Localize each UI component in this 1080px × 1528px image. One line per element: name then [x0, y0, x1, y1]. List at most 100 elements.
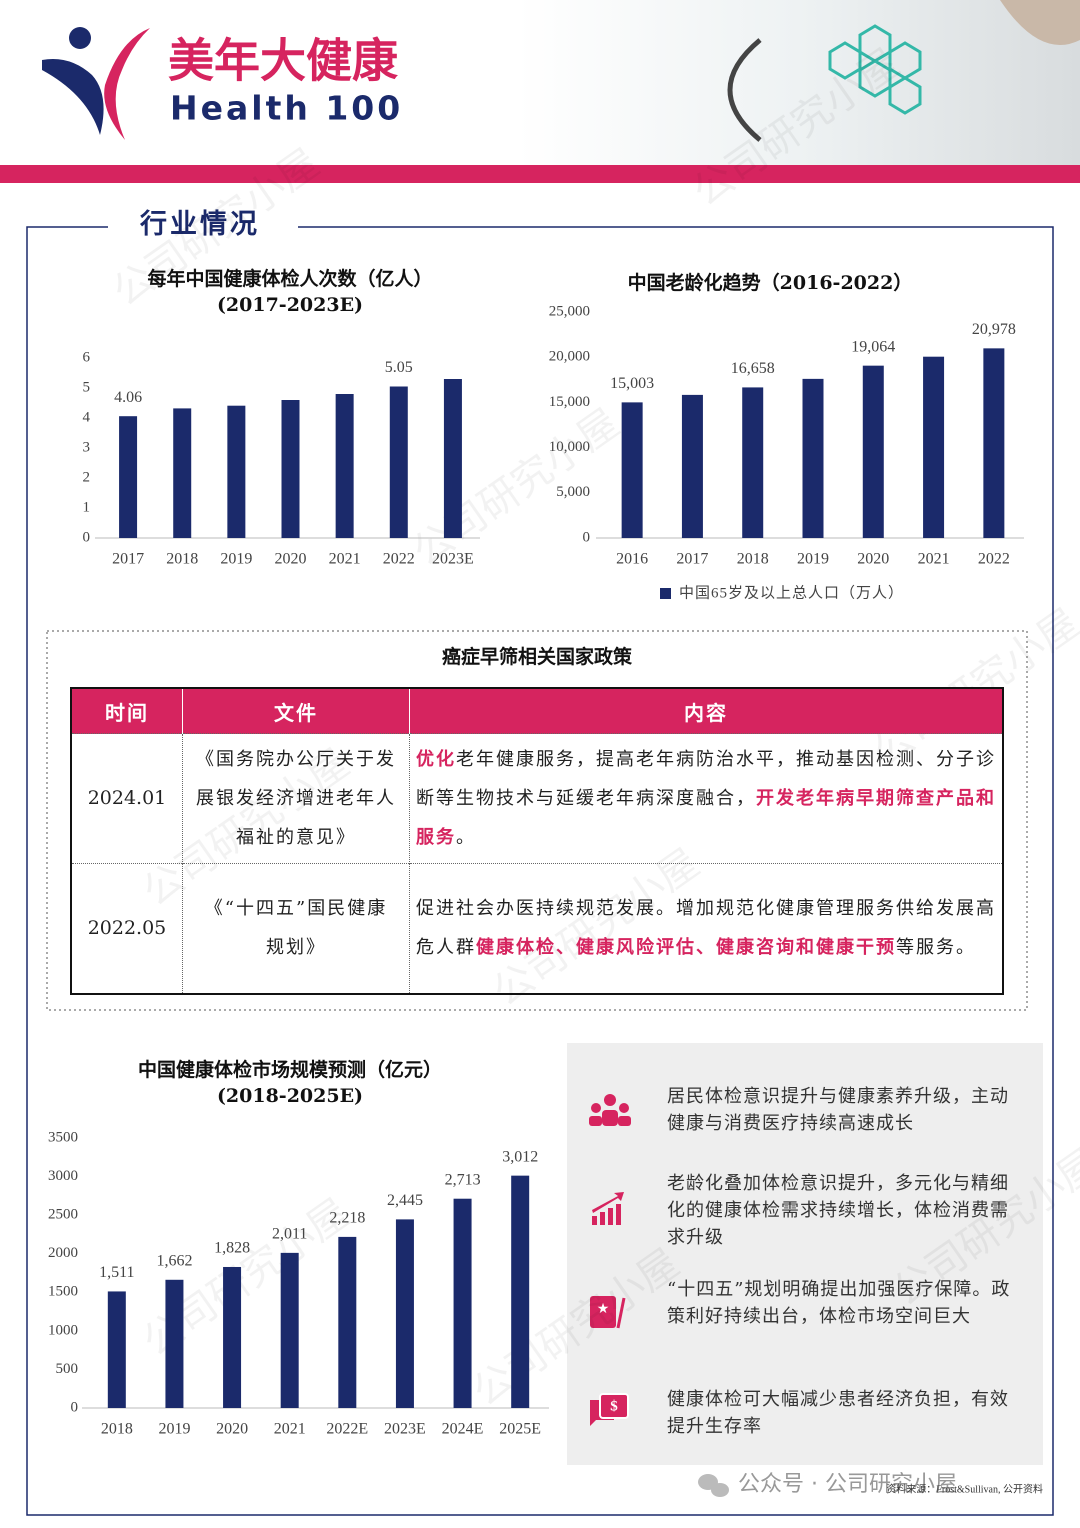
y-tick-label: 2500 [48, 1207, 78, 1223]
header-image [517, 0, 1080, 165]
data-label: 2,011 [272, 1226, 307, 1243]
svg-text:★: ★ [597, 1302, 610, 1317]
icon-people [589, 1094, 631, 1126]
bar [389, 386, 408, 538]
x-tick-label: 2017 [112, 551, 144, 568]
y-tick-label: 4 [83, 409, 91, 425]
highlight-text: 健康体检、健康风险评估、健康咨询和健康干预 [476, 937, 896, 959]
chart-title: 中国健康体检市场规模预测（亿元） [137, 1059, 442, 1081]
x-tick-label: 2024E [442, 1421, 484, 1438]
content-cell: 优化老年健康服务，提高老年病防治水平，推动基因检测、分子诊断等生物技术与延缓老年… [409, 733, 1004, 864]
document-cell: 《“十四五”国民健康规划》 [182, 863, 410, 994]
x-tick-label: 2022 [383, 551, 415, 568]
bar [227, 405, 246, 538]
chart-title: 中国老龄化趋势（2016-2022） [627, 272, 913, 294]
header-cell: 文件 [182, 688, 410, 734]
date-cell: 2024.01 [71, 733, 183, 864]
bar [983, 348, 1005, 538]
bar [338, 1236, 357, 1408]
bar [742, 387, 764, 538]
bar [280, 1252, 299, 1408]
y-tick-label: 0 [583, 529, 591, 545]
date-cell: 2022.05 [71, 863, 183, 994]
icon-policy: ★ [590, 1296, 626, 1329]
x-tick-label: 2018 [166, 551, 198, 568]
logo [42, 27, 150, 140]
svg-text:$: $ [610, 1398, 618, 1414]
y-tick-label: 0 [83, 529, 91, 545]
data-label: 4.06 [114, 389, 142, 406]
data-label: 2,445 [387, 1192, 423, 1209]
content-cell: 促进社会办医持续规范发展。增加规范化健康管理服务供给发展高危人群健康体检、健康风… [409, 863, 1004, 994]
highlight-text: “十四五”规划明确提出加强医疗保障。政策利好持续出台，体检市场空间巨大 [667, 1279, 1011, 1327]
brand-en: Health 100 [170, 89, 403, 128]
policy-table: 时间 文件 内容 2024.01 《国务院办公厅关于发展银发经济增进老年人福祉的意… [70, 687, 1004, 995]
x-tick-label: 2019 [797, 551, 829, 568]
bar [165, 1279, 184, 1408]
x-tick-label: 2019 [220, 551, 252, 568]
header-cell: 内容 [409, 688, 1004, 734]
bar [621, 402, 643, 538]
y-tick-label: 1 [83, 499, 91, 515]
header-stethoscope [727, 38, 762, 142]
highlight-text: 健康体检可大幅减少患者经济负担，有效提升生存率 [667, 1389, 1009, 1437]
icon-growth [592, 1192, 624, 1225]
y-tick-label: 15,000 [549, 394, 590, 410]
bar [335, 394, 354, 538]
data-label: 3,012 [502, 1148, 538, 1165]
x-tick-label: 2018 [737, 551, 769, 568]
bar [681, 394, 703, 538]
x-tick-label: 2021 [274, 1421, 306, 1438]
section-title: 行业情况 [139, 208, 260, 239]
highlight-panel [567, 1043, 1043, 1465]
bar [281, 400, 300, 538]
data-label: 5.05 [385, 359, 413, 376]
footer: 公众号 · 公司研究小屋 [738, 1472, 957, 1497]
y-tick-label: 5,000 [556, 484, 590, 500]
highlight-text: 居民体检意识提升与健康素养升级，主动健康与消费医疗持续高速成长 [667, 1086, 1009, 1134]
bar [443, 379, 462, 538]
chart-subtitle: (2017-2023E) [216, 294, 364, 316]
icon-money: $ [590, 1393, 629, 1426]
x-tick-label: 2021 [918, 551, 950, 568]
document-cell: 《国务院办公厅关于发展银发经济增进老年人福祉的意见》 [182, 733, 410, 864]
x-tick-label: 2016 [616, 551, 648, 568]
y-tick-label: 6 [83, 349, 91, 365]
y-tick-label: 2 [83, 469, 91, 485]
x-tick-label: 2023E [432, 551, 474, 568]
table-header: 时间 文件 内容 [71, 688, 1004, 734]
data-label: 20,978 [972, 321, 1016, 338]
content-text: 老年健康服务，提高老年病防治水平，推动基因检测、分子诊断等生物技术与延缓老年病深… [416, 749, 996, 809]
data-label: 2,713 [445, 1171, 481, 1188]
x-tick-label: 2017 [676, 551, 708, 568]
frame [26, 226, 1054, 1516]
bar [395, 1219, 414, 1408]
y-tick-label: 5 [83, 379, 91, 395]
x-tick-label: 2022 [978, 551, 1010, 568]
source: 资料来源：Frost&Sullivan, 公开资料 [886, 1482, 1043, 1495]
content-text: 促进社会办医持续规范发展。增加规范化健康管理服务供给发展高危人群 [416, 898, 996, 959]
content-text: 。 [456, 827, 476, 848]
y-tick-label: 1000 [48, 1322, 78, 1338]
legend-label: 中国65岁及以上总人口（万人） [679, 584, 904, 601]
y-tick-label: 3500 [48, 1129, 78, 1145]
data-label: 15,003 [610, 375, 654, 392]
x-tick-label: 2019 [158, 1421, 190, 1438]
x-tick-label: 2020 [857, 551, 889, 568]
bar [923, 356, 945, 538]
bar [862, 365, 884, 538]
bar [173, 408, 192, 538]
y-tick-label: 3 [83, 439, 91, 455]
table-title: 癌症早筛相关国家政策 [441, 646, 632, 668]
data-label: 16,658 [731, 360, 775, 377]
highlight-text: 开发老年病早期筛查产品和服务 [416, 788, 996, 848]
data-label: 1,828 [214, 1240, 250, 1257]
x-tick-label: 2018 [101, 1421, 133, 1438]
y-tick-label: 500 [56, 1361, 79, 1377]
data-label: 19,064 [851, 338, 895, 355]
y-tick-label: 3000 [48, 1168, 78, 1184]
watermark: 公司研究小屋 [405, 400, 627, 575]
y-tick-label: 10,000 [549, 439, 590, 455]
chart-title: 每年中国健康体检人次数（亿人） [147, 268, 433, 290]
